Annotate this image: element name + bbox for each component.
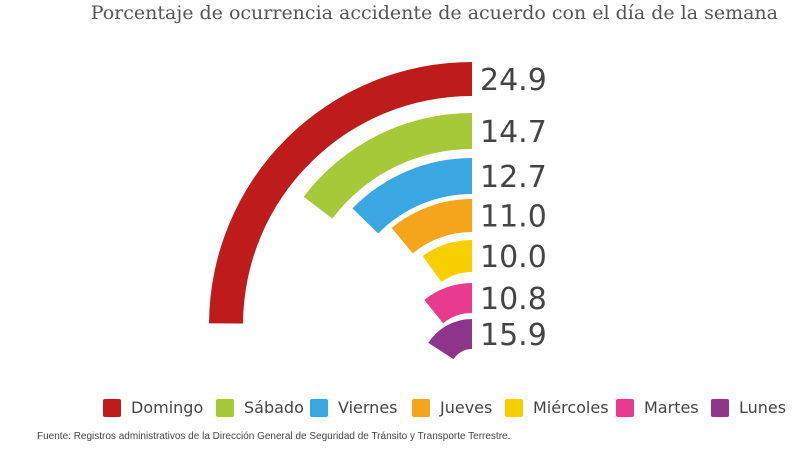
legend-label: Martes [644,398,699,417]
value-label-jueves: 11.0 [480,200,547,235]
legend-item-viernes: Viernes [310,398,398,417]
arc-jueves [391,199,472,254]
value-label-domingo: 24.9 [480,63,547,98]
legend-label: Domingo [131,398,204,417]
arc-group [209,62,472,360]
radial-bar-chart: 24.9 14.7 12.7 11.0 10.0 10.815.9 [209,62,547,360]
legend-label: Sábado [244,398,304,417]
legend-item-lunes: Lunes [711,398,786,417]
source-note: Fuente: Registros administrativos de la … [37,431,511,442]
arc-lunes [428,319,472,360]
value-label-martes: 10.8 [480,282,547,317]
legend-swatch [505,398,523,417]
legend-swatch [310,398,328,417]
arc-viernes [352,158,472,234]
value-label-sábado: 14.7 [480,115,547,150]
value-label-miércoles: 10.0 [480,240,547,275]
legend-swatch [216,398,234,417]
legend-label: Jueves [440,398,493,417]
arc-martes [424,283,472,324]
legend-swatch [711,398,729,417]
legend-item-martes: Martes [616,398,699,417]
legend-item-sábado: Sábado [216,398,304,417]
arc-domingo [209,62,472,324]
legend-swatch [412,398,430,417]
arc-miércoles [422,240,472,282]
legend-label: Miércoles [533,398,609,417]
legend-item-jueves: Jueves [412,398,492,417]
legend-label: Viernes [338,398,398,417]
chart-title: Porcentaje de ocurrencia accidente de ac… [90,2,778,24]
legend-item-miércoles: Miércoles [505,398,609,417]
legend: Domingo Sábado Viernes Jueves Miércoles Marte… [0,398,802,418]
legend-swatch [103,398,121,417]
value-label-viernes: 12.7 [480,160,547,195]
legend-label: Lunes [739,398,787,417]
value-label-lunes: 15.9 [480,318,547,353]
legend-swatch [616,398,634,417]
arc-sábado [303,113,472,219]
legend-item-domingo: Domingo [103,398,203,417]
value-label-group: 24.9 14.7 12.7 11.0 10.0 10.815.9 [480,63,547,353]
